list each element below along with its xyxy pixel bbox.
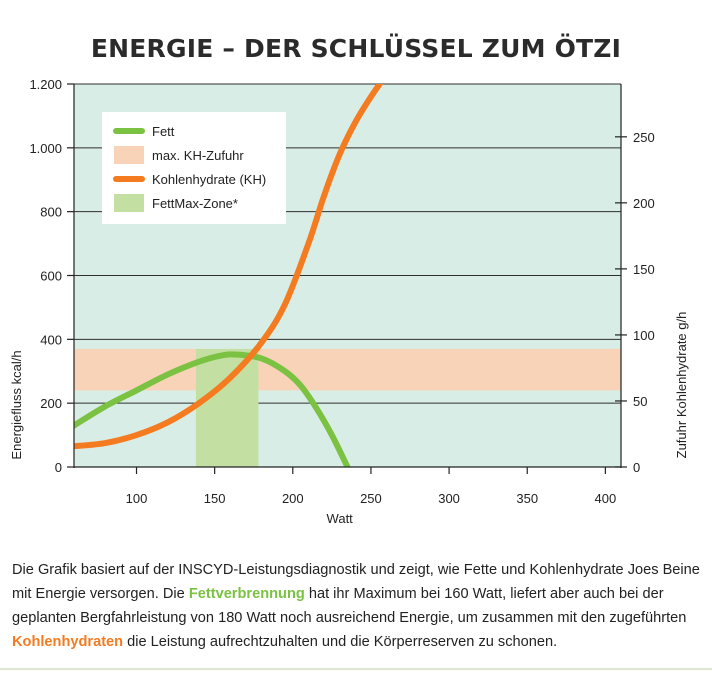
- x-tick-label-400: 400: [595, 491, 617, 506]
- y-tick-label-400: 400: [40, 332, 62, 347]
- y2-tick-label-250: 250: [633, 130, 655, 145]
- legend-label-max-kh-zufuhr: max. KH-Zufuhr: [152, 148, 244, 163]
- y-tick-label-0: 0: [55, 460, 62, 475]
- caption-text-1: Die Grafik basiert auf der INSCYD-Leistu…: [12, 562, 700, 602]
- x-tick-label-200: 200: [282, 491, 304, 506]
- x-axis-label: Watt: [327, 511, 354, 526]
- legend-label-kohlenhydrate-kh: Kohlenhydrate (KH): [152, 172, 266, 187]
- legend-swatch-max-kh-zufuhr: [114, 146, 144, 164]
- y-tick-label-800: 800: [40, 205, 62, 220]
- y-tick-label-600: 600: [40, 269, 62, 284]
- bottom-rule: [0, 668, 712, 670]
- y-tick-label-200: 200: [40, 396, 62, 411]
- series-line-kohlenhydrate: [74, 84, 384, 450]
- caption-highlight-kh: Kohlenhydraten: [12, 634, 124, 650]
- x-tick-label-250: 250: [360, 491, 382, 506]
- y2-tick-label-150: 150: [633, 262, 655, 277]
- x-tick-label-300: 300: [438, 491, 460, 506]
- caption-text-2: hat ihr Maximum bei 160 Watt, liefert ab…: [12, 586, 687, 626]
- caption-text-3: die Leistung aufrechtzuhalten und die Kö…: [123, 634, 558, 650]
- energy-chart: 0 200 400 600 800 1.000 1.200 0 50 100 150 200 250 10…: [9, 77, 689, 526]
- y-axis-label: Energiefluss kcal/h: [9, 350, 24, 459]
- plot-area: [74, 84, 621, 467]
- caption: Die Grafik basiert auf der INSCYD-Leistu…: [12, 558, 702, 654]
- legend-label-fettmax-zone: FettMax-Zone*: [152, 196, 238, 211]
- y2-tick-label-0: 0: [633, 460, 640, 475]
- legend-label-fett: Fett: [152, 124, 175, 139]
- legend: Fett max. KH-Zufuhr Kohlenhydrate (KH) Fett…: [102, 112, 286, 224]
- chart-title: ENERGIE – DER SCHLÜSSEL ZUM ÖTZI: [90, 34, 622, 63]
- y-tick-label-1200: 1.200: [29, 77, 62, 92]
- y2-tick-label-200: 200: [633, 196, 655, 211]
- y2-tick-label-100: 100: [633, 328, 655, 343]
- y2-tick-label-50: 50: [633, 394, 647, 409]
- band-max-kh-zufuhr: [74, 348, 621, 391]
- series-line-fett: [74, 351, 351, 467]
- caption-highlight-fett: Fettverbrennung: [188, 586, 305, 602]
- legend-swatch-fettmax-zone: [114, 194, 144, 212]
- x-tick-label-350: 350: [516, 491, 538, 506]
- band-fettmax-zone: [195, 348, 259, 467]
- y2-axis-label: Zufuhr Kohlenhydrate g/h: [674, 312, 689, 459]
- x-tick-label-150: 150: [204, 491, 226, 506]
- y-tick-label-1000: 1.000: [29, 141, 62, 156]
- x-tick-label-100: 100: [126, 491, 148, 506]
